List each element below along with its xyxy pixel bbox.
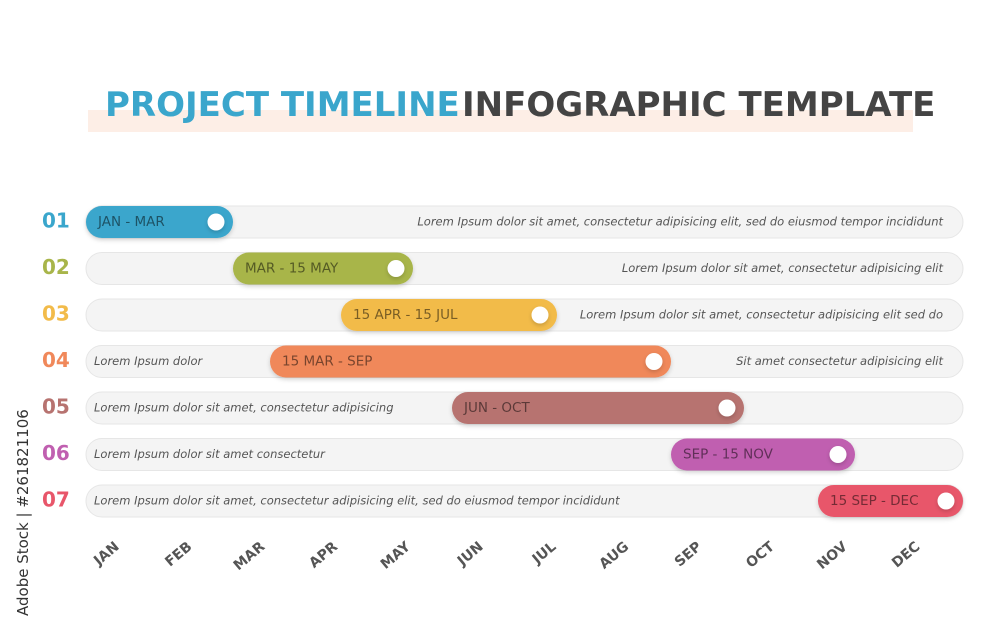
period-label: 15 APR - 15 JUL — [353, 307, 458, 323]
title-part2: INFOGRAPHIC TEMPLATE — [462, 85, 935, 125]
period-bar — [270, 345, 671, 378]
period-label: 15 SEP - DEC — [830, 493, 919, 509]
period-bar — [818, 485, 963, 517]
period-label: 15 MAR - SEP — [282, 354, 372, 370]
row-number: 07 — [42, 488, 70, 512]
bar-knob — [207, 213, 225, 231]
month-label: DEC — [889, 539, 923, 571]
month-label: AUG — [596, 539, 632, 573]
period-bar — [233, 252, 413, 285]
left-text: Lorem Ipsum dolor sit amet consectetur — [94, 447, 326, 461]
period-label: MAR - 15 MAY — [245, 261, 339, 277]
row-number: 03 — [42, 302, 70, 326]
month-label: NOV — [814, 539, 851, 573]
left-text: Lorem Ipsum dolor sit amet, consectetur … — [94, 401, 394, 415]
right-text: Lorem Ipsum dolor sit amet, consectetur … — [622, 261, 944, 275]
period-bar — [86, 206, 233, 238]
row-number: 04 — [42, 348, 70, 372]
period-bar — [671, 438, 855, 471]
right-text: Lorem Ipsum dolor sit amet, consectetur … — [417, 215, 943, 229]
right-text: Lorem Ipsum dolor sit amet, consectetur … — [580, 308, 943, 322]
month-label: SEP — [672, 539, 705, 570]
month-label: OCT — [743, 539, 778, 572]
month-label: MAY — [378, 538, 415, 572]
month-label: MAR — [231, 539, 269, 574]
bar-knob — [645, 353, 663, 370]
bar-knob — [718, 399, 736, 417]
month-label: JAN — [90, 539, 122, 570]
watermark: Adobe Stock | #261821106 — [14, 409, 32, 616]
period-bar — [452, 392, 744, 424]
period-label: JUN - OCT — [463, 400, 530, 416]
period-label: SEP - 15 NOV — [683, 447, 774, 463]
bar-knob — [387, 260, 405, 277]
month-label: JUL — [529, 539, 560, 568]
row-number: 05 — [42, 395, 70, 419]
month-label: JUN — [454, 539, 487, 570]
title-highlight — [88, 110, 913, 132]
period-label: JAN - MAR — [97, 214, 165, 230]
bar-knob — [531, 306, 549, 324]
left-text: Lorem Ipsum dolor — [94, 354, 204, 368]
month-label: FEB — [162, 539, 195, 570]
bar-knob — [937, 492, 955, 510]
row-number: 02 — [42, 255, 70, 279]
row-number: 06 — [42, 441, 70, 465]
left-text: Lorem Ipsum dolor sit amet, consectetur … — [94, 494, 620, 508]
right-text: Sit amet consectetur adipisicing elit — [736, 354, 943, 368]
bar-knob — [829, 446, 847, 463]
month-label: APR — [306, 539, 341, 572]
title-part1: PROJECT TIMELINE — [105, 85, 460, 125]
row-number: 01 — [42, 209, 70, 233]
period-bar — [341, 299, 557, 331]
